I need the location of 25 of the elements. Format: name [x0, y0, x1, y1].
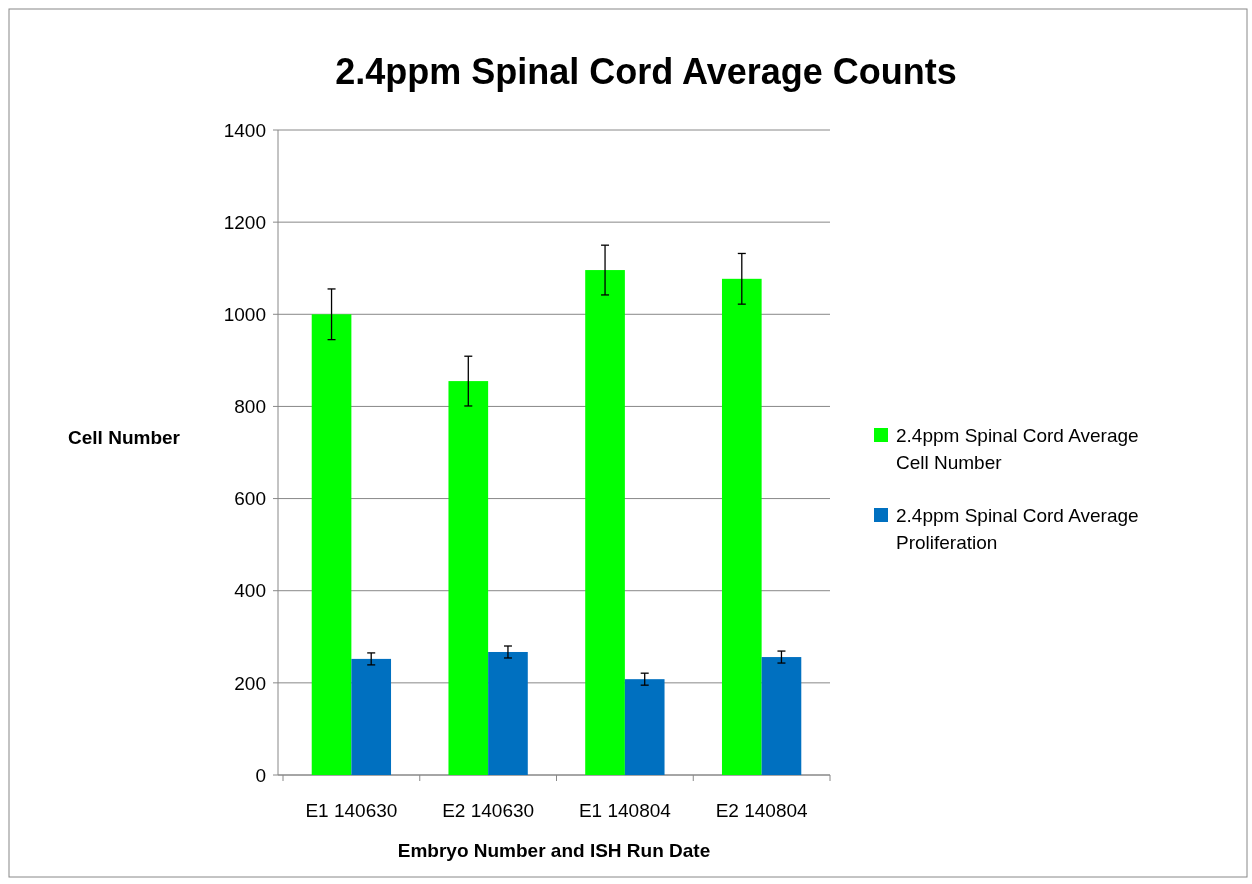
y-tick-label: 800 — [234, 396, 266, 418]
bar — [721, 278, 762, 775]
bar — [624, 679, 665, 775]
x-tick-label: E2 140630 — [442, 800, 535, 821]
x-tick-label: E1 140804 — [578, 800, 672, 821]
bar — [351, 658, 392, 775]
y-axis-title: Cell Number — [68, 426, 181, 448]
bar — [448, 381, 489, 775]
bar — [585, 270, 625, 775]
y-tick-label: 1200 — [223, 211, 266, 233]
legend-label: 2.4ppm Spinal Cord Average Cell Number — [896, 425, 1139, 473]
x-tick-label: E2 140804 — [715, 800, 809, 821]
bar — [761, 657, 802, 775]
y-tick-label: 200 — [234, 672, 266, 694]
y-tick-label: 1000 — [223, 303, 266, 325]
legend-label: 2.4ppm Spinal Cord Average Proliferation — [896, 505, 1139, 553]
y-tick-label: 600 — [234, 488, 266, 510]
bar — [311, 314, 352, 775]
chart-title: 2.4ppm Spinal Cord Average Counts — [335, 51, 957, 92]
bar — [488, 651, 528, 775]
y-tick-label: 400 — [234, 580, 266, 602]
y-tick-label: 1400 — [223, 119, 266, 141]
x-axis-title: Embryo Number and ISH Run Date — [397, 840, 711, 861]
x-tick-label: E1 140630 — [305, 800, 398, 821]
y-tick-label: 0 — [255, 764, 266, 786]
